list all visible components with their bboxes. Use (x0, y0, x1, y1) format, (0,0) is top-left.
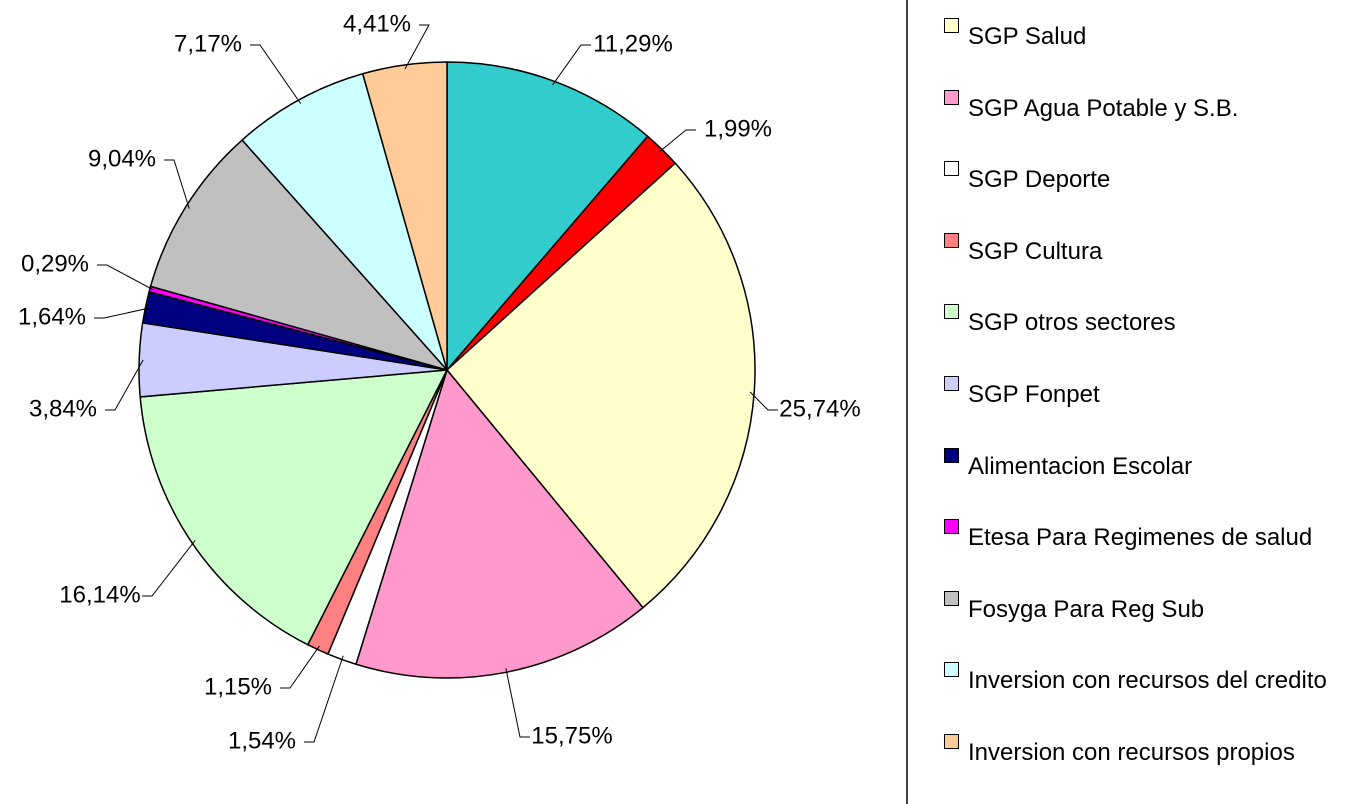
legend-label: SGP Salud (968, 23, 1087, 50)
leader-line (280, 645, 320, 689)
pie-slice (139, 369, 449, 646)
legend-label: SGP Agua Potable y S.B. (968, 94, 1239, 122)
pie-slice (445, 162, 756, 609)
data-label: 1,54% (228, 727, 296, 754)
leader-line (749, 391, 778, 411)
legend-swatch (944, 519, 959, 535)
data-label: 4,41% (343, 10, 411, 37)
legend-swatch (944, 232, 959, 248)
legend-label: Etesa Para Regimenes de salud (968, 524, 1313, 552)
legend-swatch (944, 447, 959, 463)
legend-swatch (944, 304, 959, 320)
leader-line (142, 539, 196, 597)
leader-line (658, 129, 696, 153)
leader-line (105, 359, 144, 411)
leader-line (164, 159, 190, 209)
leader-line (94, 307, 150, 319)
data-label: 1,15% (204, 673, 272, 700)
leader-line (552, 44, 591, 86)
legend-swatch (944, 161, 959, 177)
leader-line (404, 24, 430, 70)
legend-swatch (944, 376, 959, 391)
pie-slice (149, 138, 450, 372)
legend-swatch (944, 18, 959, 33)
leader-line (304, 655, 344, 743)
data-label: 11,29% (593, 30, 673, 57)
legend-swatch (944, 89, 959, 105)
data-label: 15,75% (531, 722, 612, 749)
data-label: 1,99% (704, 115, 772, 142)
pie-slice (446, 61, 649, 373)
data-label: 3,84% (29, 395, 97, 422)
data-label: 25,74% (779, 395, 860, 422)
legend-label: Alimentacion Escolar (968, 452, 1193, 480)
data-label: 7,17% (174, 30, 242, 57)
leader-line (250, 44, 302, 104)
legend-label: Inversion con recursos del credito (968, 667, 1327, 695)
leader-line (505, 668, 530, 738)
data-label: 1,64% (18, 303, 86, 330)
legend-swatch (944, 662, 959, 678)
legend-swatch (944, 590, 959, 606)
legend-label: SGP otros sectores (968, 309, 1176, 337)
leader-line (97, 264, 154, 291)
legend-label: SGP Deporte (968, 166, 1111, 194)
legend-label: Fosyga Para Reg Sub (968, 595, 1205, 623)
data-label: 16,14% (59, 581, 140, 608)
data-label: 0,29% (21, 250, 89, 277)
legend-label: Inversion con recursos propios (968, 739, 1295, 766)
legend-label: SGP Fonpet (968, 381, 1100, 408)
pie-slice (361, 61, 448, 371)
legend-label: SGP Cultura (968, 237, 1103, 265)
data-label: 9,04% (88, 145, 156, 172)
legend-swatch (944, 734, 959, 749)
